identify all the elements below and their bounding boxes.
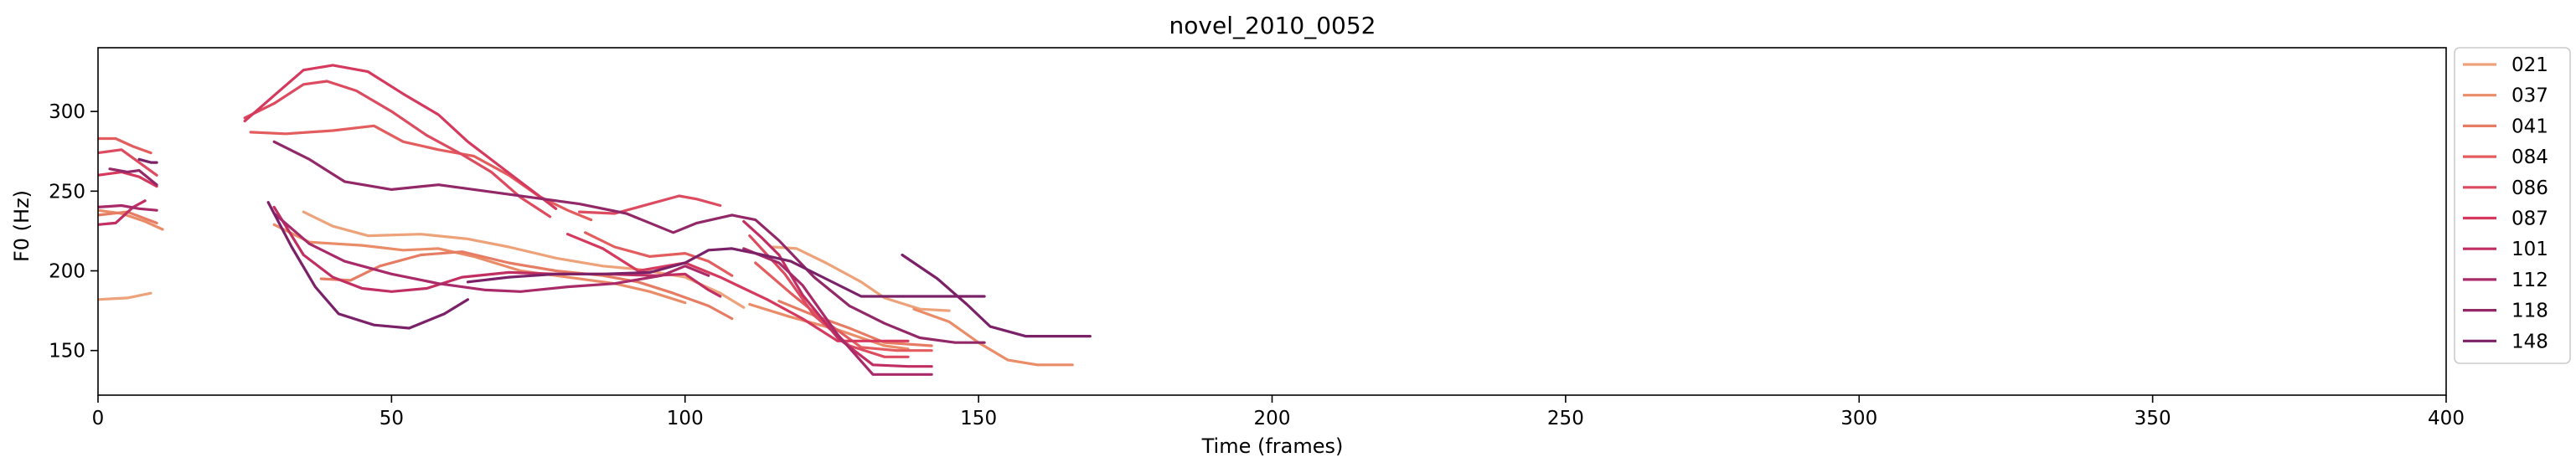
series-line-084 (754, 261, 933, 352)
series-line-084 (584, 231, 734, 277)
legend-label-086: 086 (2511, 177, 2548, 199)
series-line-148 (901, 253, 1092, 338)
series-line-118 (272, 140, 986, 344)
chart-title: novel_2010_0052 (1169, 12, 1376, 39)
x-tick-label: 150 (960, 408, 997, 429)
series-line-021 (98, 291, 152, 301)
axes: 0 50 100 150 200 250 300 350 400 150 200 250 300 (49, 47, 2465, 429)
legend-label-112: 112 (2511, 270, 2548, 291)
plot-lines (98, 64, 1092, 376)
series-line-148 (466, 247, 986, 298)
series-line-084 (98, 136, 152, 155)
series-line-112 (742, 247, 933, 376)
x-tick-label: 50 (379, 408, 404, 429)
legend-label-087: 087 (2511, 208, 2548, 230)
series-line-101 (98, 199, 147, 226)
y-tick-label: 200 (49, 261, 85, 283)
legend-label-101: 101 (2511, 239, 2548, 260)
x-axis-label: Time (frames) (1201, 434, 1344, 458)
series-line-087 (98, 170, 158, 188)
legend-label-037: 037 (2511, 85, 2548, 107)
series-line-112 (98, 203, 158, 212)
series-line-087 (566, 233, 910, 342)
series-line-037 (272, 223, 687, 305)
legend-label-084: 084 (2511, 147, 2548, 168)
series-line-148 (137, 157, 158, 164)
x-tick-label: 350 (2135, 408, 2171, 429)
legend-label-148: 148 (2511, 331, 2548, 352)
x-tick-label: 200 (1254, 408, 1291, 429)
x-tick-label: 0 (92, 408, 105, 429)
legend: 021 037 041 084 086 087 101 112 118 148 (2454, 47, 2571, 364)
series-line-021 (302, 210, 746, 309)
series-line-101 (742, 219, 933, 368)
x-tick-label: 400 (2428, 408, 2465, 429)
x-tick-label: 250 (1547, 408, 1584, 429)
x-tick-label: 100 (667, 408, 704, 429)
legend-label-041: 041 (2511, 116, 2548, 137)
x-tick-label: 300 (1840, 408, 1877, 429)
series-line-086 (98, 148, 158, 177)
series-line-037 (912, 307, 1074, 367)
series-line-148 (266, 201, 470, 330)
y-tick-label: 300 (49, 101, 85, 123)
series-line-041 (777, 300, 933, 347)
legend-label-021: 021 (2511, 54, 2548, 76)
series-line-037 (98, 208, 164, 231)
y-axis-label: F0 (Hz) (10, 190, 34, 262)
series-line-087 (243, 64, 558, 210)
series-line-118 (108, 167, 158, 187)
series-line-086 (578, 194, 722, 215)
series-line-101 (272, 205, 722, 298)
series-line-021 (772, 245, 951, 312)
legend-label-118: 118 (2511, 301, 2548, 322)
series-line-086 (243, 80, 552, 219)
y-tick-label: 150 (49, 341, 85, 362)
y-tick-label: 250 (49, 181, 85, 203)
series-line-112 (272, 212, 710, 293)
